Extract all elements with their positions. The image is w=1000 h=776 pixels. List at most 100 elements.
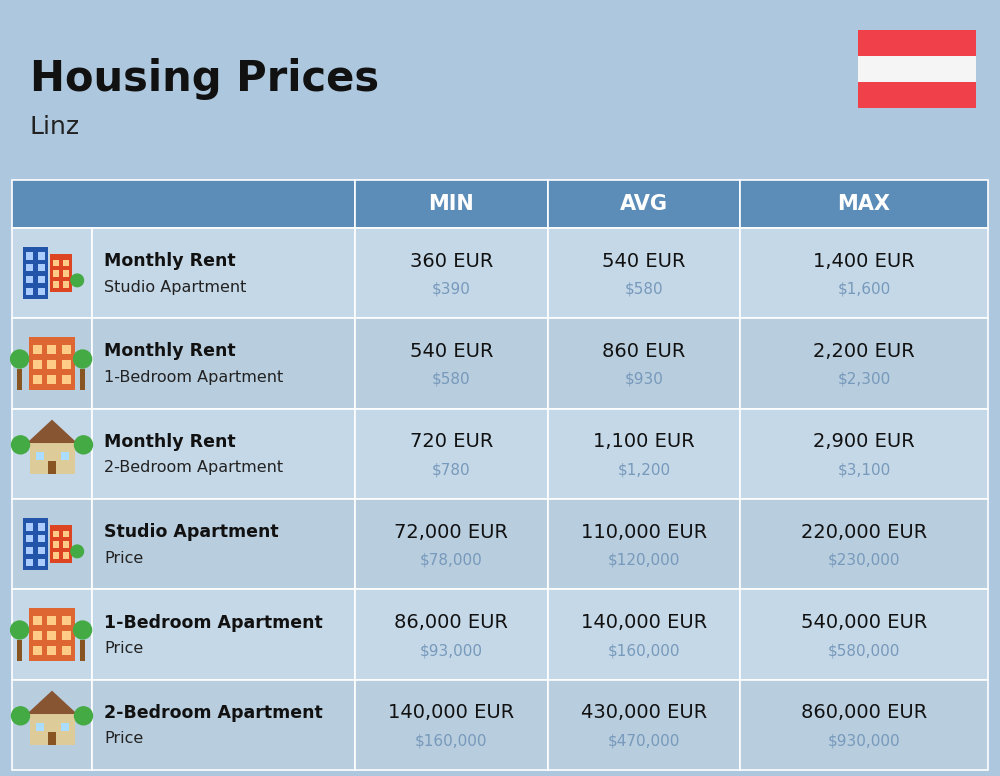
Bar: [26, 275, 33, 283]
Bar: [12, 318, 92, 409]
Text: 140,000 EUR: 140,000 EUR: [388, 703, 515, 722]
Bar: [26, 252, 33, 260]
Polygon shape: [27, 420, 77, 443]
Circle shape: [12, 436, 30, 454]
Bar: [33, 376, 42, 384]
Bar: [38, 535, 45, 542]
Text: 1,400 EUR: 1,400 EUR: [813, 251, 915, 271]
Text: 540 EUR: 540 EUR: [602, 251, 686, 271]
Bar: [858, 56, 976, 82]
Bar: [63, 542, 69, 548]
Bar: [38, 547, 45, 554]
Circle shape: [71, 545, 84, 558]
Bar: [26, 264, 33, 272]
Text: 1-Bedroom Apartment: 1-Bedroom Apartment: [104, 614, 323, 632]
Text: $78,000: $78,000: [420, 553, 483, 568]
Bar: [33, 631, 42, 640]
Circle shape: [11, 621, 29, 639]
Text: Studio Apartment: Studio Apartment: [104, 279, 246, 295]
Bar: [63, 260, 69, 266]
Bar: [26, 535, 33, 542]
Bar: [548, 680, 740, 770]
Text: 110,000 EUR: 110,000 EUR: [581, 523, 707, 542]
Bar: [26, 524, 33, 531]
Text: 1-Bedroom Apartment: 1-Bedroom Apartment: [104, 370, 283, 385]
Bar: [12, 499, 92, 589]
Bar: [355, 318, 548, 409]
Bar: [36, 722, 44, 731]
Bar: [62, 615, 71, 625]
Bar: [355, 589, 548, 680]
Text: $780: $780: [432, 462, 471, 477]
Bar: [30, 714, 74, 745]
Text: 2,900 EUR: 2,900 EUR: [813, 432, 915, 452]
Bar: [740, 409, 988, 499]
Bar: [92, 228, 355, 318]
Bar: [23, 518, 48, 570]
Bar: [47, 646, 56, 655]
Text: $580: $580: [625, 282, 663, 296]
Text: 860 EUR: 860 EUR: [602, 342, 686, 361]
Bar: [80, 639, 85, 660]
Text: AVG: AVG: [620, 194, 668, 214]
Text: 540 EUR: 540 EUR: [410, 342, 493, 361]
Text: 860,000 EUR: 860,000 EUR: [801, 703, 927, 722]
Bar: [38, 252, 45, 260]
Bar: [63, 553, 69, 559]
Bar: [80, 369, 85, 390]
Circle shape: [74, 436, 92, 454]
Bar: [62, 360, 71, 369]
Bar: [33, 360, 42, 369]
Bar: [12, 680, 92, 770]
Text: $160,000: $160,000: [415, 733, 488, 748]
Bar: [548, 318, 740, 409]
Bar: [53, 553, 59, 559]
Text: Price: Price: [104, 551, 143, 566]
Bar: [33, 345, 42, 354]
Text: $160,000: $160,000: [608, 643, 680, 658]
Bar: [38, 288, 45, 295]
Bar: [53, 542, 59, 548]
Bar: [63, 531, 69, 537]
Bar: [355, 499, 548, 589]
Text: 540,000 EUR: 540,000 EUR: [801, 613, 927, 632]
Bar: [62, 345, 71, 354]
Bar: [61, 722, 69, 731]
Bar: [92, 409, 355, 499]
Bar: [548, 409, 740, 499]
Text: $120,000: $120,000: [608, 553, 680, 568]
Text: $230,000: $230,000: [828, 553, 900, 568]
Text: Monthly Rent: Monthly Rent: [104, 433, 236, 451]
Bar: [36, 452, 44, 460]
Text: $930: $930: [625, 372, 663, 387]
Bar: [355, 409, 548, 499]
Bar: [47, 345, 56, 354]
Text: 1,100 EUR: 1,100 EUR: [593, 432, 695, 452]
Text: 2-Bedroom Apartment: 2-Bedroom Apartment: [104, 460, 283, 476]
Bar: [740, 318, 988, 409]
Bar: [53, 260, 59, 266]
Bar: [12, 589, 92, 680]
Bar: [92, 318, 355, 409]
Text: Studio Apartment: Studio Apartment: [104, 523, 279, 541]
Text: 720 EUR: 720 EUR: [410, 432, 493, 452]
Bar: [740, 680, 988, 770]
Text: 2,200 EUR: 2,200 EUR: [813, 342, 915, 361]
Bar: [355, 680, 548, 770]
Bar: [355, 180, 548, 228]
Bar: [26, 547, 33, 554]
Bar: [38, 524, 45, 531]
Bar: [50, 255, 72, 292]
Text: 2-Bedroom Apartment: 2-Bedroom Apartment: [104, 704, 323, 722]
Text: $390: $390: [432, 282, 471, 296]
Polygon shape: [27, 691, 77, 714]
Bar: [548, 589, 740, 680]
Text: $930,000: $930,000: [828, 733, 900, 748]
Bar: [62, 646, 71, 655]
Text: $93,000: $93,000: [420, 643, 483, 658]
Bar: [858, 82, 976, 108]
Text: Price: Price: [104, 731, 143, 747]
Text: MIN: MIN: [429, 194, 474, 214]
Text: $1,200: $1,200: [617, 462, 671, 477]
Bar: [740, 499, 988, 589]
